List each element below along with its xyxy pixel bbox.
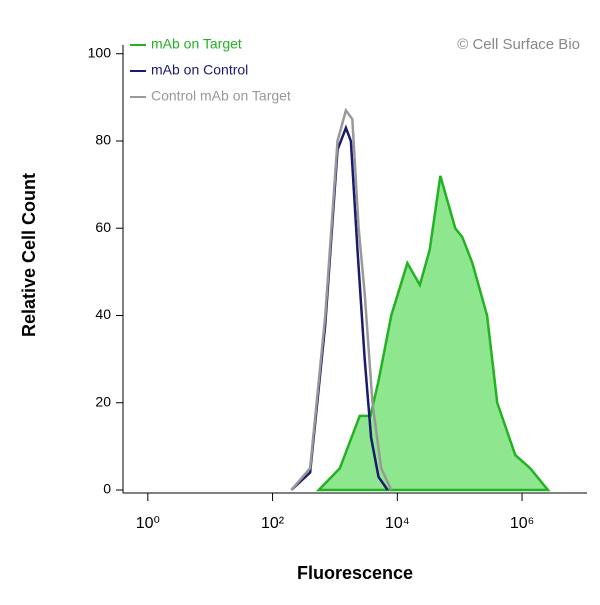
y-tick-label: 40 <box>95 306 111 322</box>
x-tick-label: 10² <box>261 515 285 532</box>
x-axis-label: Fluorescence <box>297 563 413 583</box>
y-tick-label: 20 <box>95 393 111 409</box>
legend-label: mAb on Target <box>151 36 242 52</box>
x-tick-label: 10⁴ <box>385 515 410 532</box>
x-tick-label: 10⁶ <box>510 515 534 532</box>
watermark: © Cell Surface Bio <box>457 36 580 53</box>
legend-label: mAb on Control <box>151 62 248 78</box>
legend-label: Control mAb on Target <box>151 88 291 104</box>
y-tick-label: 0 <box>103 481 111 497</box>
y-tick-label: 60 <box>95 219 111 235</box>
y-axis-label: Relative Cell Count <box>19 173 39 337</box>
x-tick-label: 10⁰ <box>136 515 160 532</box>
y-tick-label: 80 <box>95 132 111 148</box>
series-line <box>290 107 393 491</box>
series-line <box>315 175 551 492</box>
y-tick-label: 100 <box>88 44 112 60</box>
